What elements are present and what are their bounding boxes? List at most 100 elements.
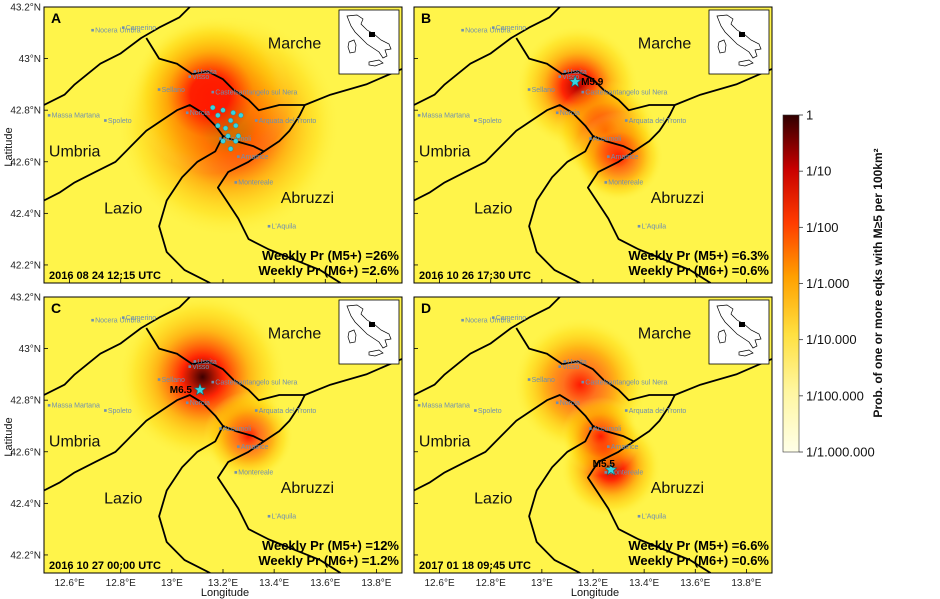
- x-tick-label: 13.4°E: [629, 578, 659, 589]
- m5-probability: Weekly Pr (M5+) =6.3%: [628, 248, 769, 263]
- colorbar-tick-label: 1/1.000.000: [806, 445, 875, 460]
- town-label: Camerino: [496, 315, 526, 322]
- town-marker: [417, 114, 421, 117]
- town-label: Ussita: [567, 359, 587, 366]
- panel-label: D: [421, 300, 431, 316]
- region-border: [263, 104, 306, 153]
- region-border: [44, 7, 191, 106]
- mainshock-magnitude: M5.9: [581, 77, 604, 88]
- hazard-hotspot: [573, 111, 664, 202]
- town-marker: [637, 224, 641, 228]
- region-label: Abruzzi: [651, 190, 704, 207]
- x-tick-label: 13.6°E: [310, 578, 340, 589]
- y-tick-label: 42.8°N: [10, 396, 41, 407]
- town-label: Montereale: [238, 470, 273, 477]
- hazard-hotspot: [131, 15, 289, 174]
- earthquake-marker: [228, 117, 234, 124]
- timestamp: 2017 01 18 09:45 UTC: [419, 560, 531, 572]
- colorbar-tick-label: 1/100: [806, 220, 839, 235]
- town-label: Amatrice: [241, 444, 269, 451]
- town-marker: [185, 111, 189, 115]
- region-label: Lazio: [474, 200, 512, 217]
- x-tick-label: 13.4°E: [259, 578, 289, 589]
- mainshock-star: [568, 74, 582, 88]
- earthquake-marker: [215, 123, 221, 129]
- town-label: Spoleto: [108, 408, 132, 415]
- town-label: Massa Martana: [422, 113, 470, 120]
- earthquake-marker: [215, 112, 221, 118]
- town-marker: [558, 365, 562, 368]
- town-label: Sellano: [532, 377, 555, 384]
- town-marker: [589, 427, 592, 430]
- region-label: Umbria: [419, 144, 471, 161]
- town-marker: [461, 318, 464, 322]
- town-marker: [417, 404, 421, 407]
- region-border: [414, 297, 561, 396]
- town-label: Arquata del Tronto: [629, 118, 687, 125]
- region-label: Marche: [638, 35, 691, 52]
- town-marker: [581, 90, 585, 94]
- x-axis-label-left: Longitude: [201, 587, 249, 599]
- town-marker: [211, 380, 215, 384]
- town-marker: [234, 181, 238, 184]
- town-label: Visso: [562, 364, 579, 371]
- inset-locator-map: [338, 299, 400, 365]
- x-tick-label: 13.2°E: [578, 578, 608, 589]
- town-label: L'Aquila: [272, 224, 297, 231]
- m5-probability: Weekly Pr (M5+) =6.6%: [628, 538, 769, 553]
- town-label: Camerino: [126, 315, 156, 322]
- town-label: Sellano: [162, 377, 185, 384]
- x-tick-label: 13.8°E: [731, 578, 761, 589]
- region-border: [515, 327, 772, 402]
- region-label: Abruzzi: [281, 190, 334, 207]
- region-label: Abruzzi: [281, 480, 334, 497]
- region-border: [217, 135, 342, 283]
- town-marker: [104, 119, 107, 122]
- timestamp: 2016 10 27 00:00 UTC: [49, 560, 161, 572]
- town-label: Amatrice: [611, 444, 639, 451]
- region-label: Lazio: [474, 490, 512, 507]
- town-marker: [555, 111, 559, 115]
- town-label: Castelsantangelo sul Nera: [215, 379, 297, 386]
- x-tick-label: 13.6°E: [680, 578, 710, 589]
- town-marker: [121, 26, 125, 29]
- town-marker: [563, 70, 567, 73]
- town-label: Spoleto: [108, 118, 132, 125]
- y-axis-label-bottom: Latitude: [3, 417, 15, 456]
- region-border: [587, 135, 712, 283]
- town-marker: [121, 316, 125, 319]
- earthquake-marker: [220, 107, 226, 113]
- town-label: L'Aquila: [642, 514, 667, 521]
- colorbar-title: Prob. of one or more eqks with M≥5 per 1…: [871, 148, 885, 417]
- town-marker: [267, 514, 271, 518]
- town-marker: [491, 316, 495, 319]
- town-marker: [193, 70, 197, 73]
- mainshock-star: [193, 383, 207, 396]
- earthquake-marker: [230, 110, 236, 116]
- town-label: Arquata del Tronto: [629, 408, 687, 415]
- town-marker: [563, 360, 567, 363]
- x-tick-label: 13.2°E: [208, 578, 238, 589]
- town-marker: [91, 28, 94, 32]
- y-tick-label: 43°N: [19, 54, 41, 65]
- town-label: Norcia: [190, 110, 210, 117]
- region-label: Marche: [638, 325, 691, 342]
- region-border: [217, 425, 342, 573]
- town-marker: [637, 514, 641, 518]
- mainshock-magnitude: M5.5: [593, 459, 616, 470]
- region-border: [263, 394, 306, 443]
- town-label: Accumoli: [593, 136, 622, 143]
- timestamp: 2016 08 24 12:15 UTC: [49, 270, 161, 282]
- town-label: Amatrice: [611, 154, 639, 161]
- town-label: Montereale: [608, 180, 643, 187]
- region-border: [145, 37, 402, 112]
- mainshock-magnitude: M6.5: [170, 385, 193, 396]
- town-label: Sellano: [162, 87, 185, 94]
- town-label: Camerino: [496, 25, 526, 32]
- x-tick-label: 13.8°E: [361, 578, 391, 589]
- town-marker: [474, 409, 477, 412]
- colorbar-ticks: 1 1/10 1/100 1/1.000 1/10.000 1/100.000 1/1.00…: [799, 108, 875, 460]
- town-marker: [267, 224, 271, 228]
